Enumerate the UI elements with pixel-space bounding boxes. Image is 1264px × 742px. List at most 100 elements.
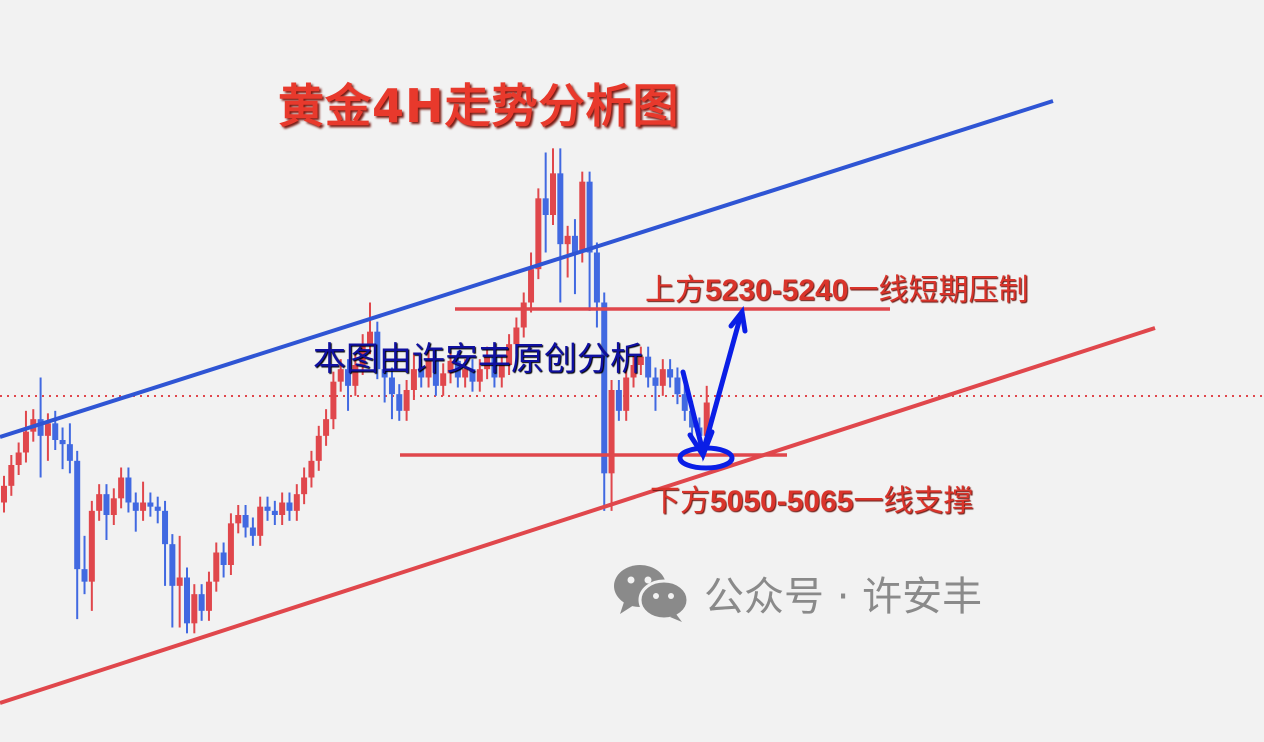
candle	[88, 500, 95, 611]
candle	[184, 567, 190, 634]
support-range: 5050-5065	[710, 485, 854, 518]
candle	[367, 302, 373, 355]
candle-body	[337, 369, 344, 382]
candle-body	[447, 360, 454, 374]
candle	[374, 321, 381, 380]
candle-body	[308, 460, 315, 478]
candle-body	[381, 369, 388, 378]
candle-body	[557, 173, 564, 245]
candle-body	[506, 344, 513, 365]
candle	[242, 505, 249, 538]
candle-body	[374, 331, 381, 370]
candle	[667, 359, 674, 388]
candle	[74, 450, 81, 620]
candle-body	[535, 198, 542, 270]
candle-body	[66, 444, 73, 461]
candle-body	[132, 502, 139, 511]
candle-body	[462, 369, 469, 378]
candle-body	[403, 390, 410, 411]
candle	[674, 367, 681, 405]
candle-body	[154, 506, 161, 511]
candle	[520, 292, 527, 338]
candle	[220, 542, 227, 578]
candle-body	[667, 369, 674, 378]
candle-body	[227, 523, 234, 565]
candle	[132, 492, 139, 532]
candle	[432, 350, 439, 396]
candle-body	[359, 344, 366, 365]
candle-body	[235, 515, 242, 524]
candle-body	[601, 302, 608, 474]
candle-body	[528, 269, 535, 303]
candle	[476, 359, 483, 392]
candle-body	[476, 369, 483, 382]
candle	[359, 334, 366, 375]
candle-body	[659, 369, 666, 386]
candle-body	[542, 198, 549, 215]
candle-body	[118, 477, 125, 499]
candle	[213, 542, 220, 592]
candle-body	[674, 377, 681, 395]
candle-body	[37, 419, 44, 436]
candle	[388, 367, 395, 420]
candle-body	[15, 452, 22, 465]
candle-body	[198, 594, 205, 611]
lower-channel-line	[0, 326, 1156, 705]
candle-body	[652, 377, 659, 386]
candle-body	[242, 515, 249, 528]
candle	[410, 352, 417, 400]
support-suffix: 一线支撑	[853, 484, 974, 519]
upper-channel-line	[0, 99, 1054, 439]
candle	[15, 442, 22, 475]
candle	[557, 148, 564, 303]
candle	[169, 534, 176, 628]
candle	[630, 355, 637, 388]
candle	[454, 350, 461, 388]
candle	[586, 171, 593, 311]
candle-body	[293, 494, 300, 511]
candle	[652, 367, 659, 411]
candle-body	[8, 465, 15, 486]
candle-body	[44, 423, 51, 436]
candles	[1, 148, 710, 634]
candle	[506, 334, 513, 375]
candle-body	[608, 390, 615, 474]
candle	[447, 350, 454, 384]
candle	[469, 359, 476, 392]
candle-body	[286, 502, 293, 511]
candle	[659, 359, 666, 396]
candle	[315, 425, 322, 471]
candle	[623, 367, 630, 421]
candle-body	[169, 544, 176, 586]
candle	[528, 252, 535, 313]
candle-body	[257, 506, 264, 536]
candle	[345, 359, 352, 411]
candle-body	[440, 373, 447, 386]
candle	[205, 571, 212, 621]
candle	[103, 484, 110, 540]
support-prefix: 下方	[650, 484, 710, 519]
candle	[154, 496, 161, 524]
candle-body	[432, 360, 439, 386]
candle-body	[315, 435, 322, 461]
candle-body	[564, 235, 571, 245]
candle	[681, 384, 688, 421]
candle-body	[59, 440, 66, 445]
candle-body	[279, 502, 286, 515]
candle-body	[513, 327, 520, 345]
wechat-icon	[614, 565, 690, 622]
candle	[462, 359, 469, 388]
candle	[352, 355, 359, 396]
candle-body	[1, 485, 7, 503]
candle	[162, 500, 169, 586]
candle-body	[323, 419, 330, 436]
candle	[66, 423, 73, 474]
candle-body	[703, 402, 710, 436]
candle	[330, 371, 337, 430]
watermark: 公众号 · 许安丰	[612, 562, 982, 624]
candle-body	[249, 527, 256, 536]
candle-body	[88, 510, 95, 582]
resistance-suffix: 一线短期压制	[848, 273, 1029, 308]
candle-body	[410, 369, 417, 390]
candle-body	[125, 477, 132, 503]
